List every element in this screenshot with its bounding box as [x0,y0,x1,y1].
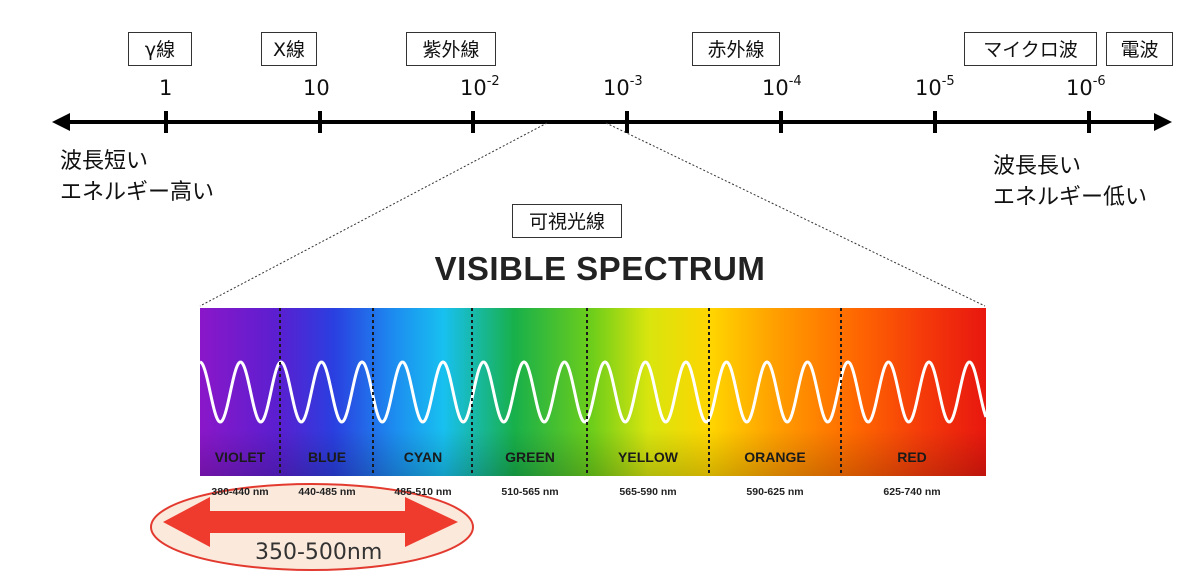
segment-blue-range: 440-485 nm [298,486,356,498]
ultraviolet-label: 紫外線 [406,32,496,66]
infrared-label: 赤外線 [692,32,780,66]
segment-blue-name: BLUE [307,449,347,465]
long-wavelength-line2: エネルギー低い [993,185,1148,210]
tick-label-1: 1 [159,76,173,100]
axis-ticks [164,111,1091,133]
range-note: 350-500nm [255,540,383,565]
axis-left-arrowhead [52,113,70,131]
range-arrow-shaft [200,511,414,533]
segment-violet-name: VIOLET [214,449,266,465]
zoom-line-left [199,122,548,307]
segment-orange-name: ORANGE [744,449,806,465]
short-wavelength-note: 波長短い エネルギー高い [60,146,214,208]
segment-green-name: GREEN [505,449,555,465]
range-arrow-left-head [163,497,210,547]
x-ray-label: X線 [261,32,317,66]
segment-yellow-name: YELLOW [618,449,678,465]
segment-dividers [279,308,842,476]
long-wavelength-line1: 波長長い [993,154,1082,179]
range-double-arrow [163,497,458,547]
segment-cyan-range: 485-510 nm [394,486,452,498]
segment-green-range: 510-565 nm [501,486,559,498]
tick-label-10e-3: 10-3 [603,74,643,100]
range-arrow-right-head [405,497,458,547]
light-wave [199,360,988,424]
radio-wave-label: 電波 [1106,32,1173,66]
short-wavelength-line2: エネルギー高い [60,180,215,205]
gamma-ray-label: γ線 [128,32,192,66]
long-wavelength-note: 波長長い エネルギー低い [993,151,1147,213]
segment-orange-range: 590-625 nm [746,486,804,498]
segment-yellow-range: 565-590 nm [619,486,677,498]
spectrum-title: VISIBLE SPECTRUM [434,250,766,287]
visible-light-label: 可視光線 [512,204,622,238]
segment-cyan-name: CYAN [403,449,443,465]
segment-red-range: 625-740 nm [883,486,941,498]
short-wavelength-line1: 波長短い [60,149,149,174]
tick-label-10e-4: 10-4 [762,74,802,100]
axis-right-arrowhead [1154,113,1172,131]
tick-label-10e-5: 10-5 [915,74,955,100]
segment-red-name: RED [897,449,927,465]
microwave-label: マイクロ波 [964,32,1097,66]
tick-label-10e-6: 10-6 [1066,74,1106,100]
tick-label-10e-2: 10-2 [460,74,500,100]
tick-label-10: 10 [303,76,330,100]
segment-violet-range: 380-440 nm [211,486,269,498]
